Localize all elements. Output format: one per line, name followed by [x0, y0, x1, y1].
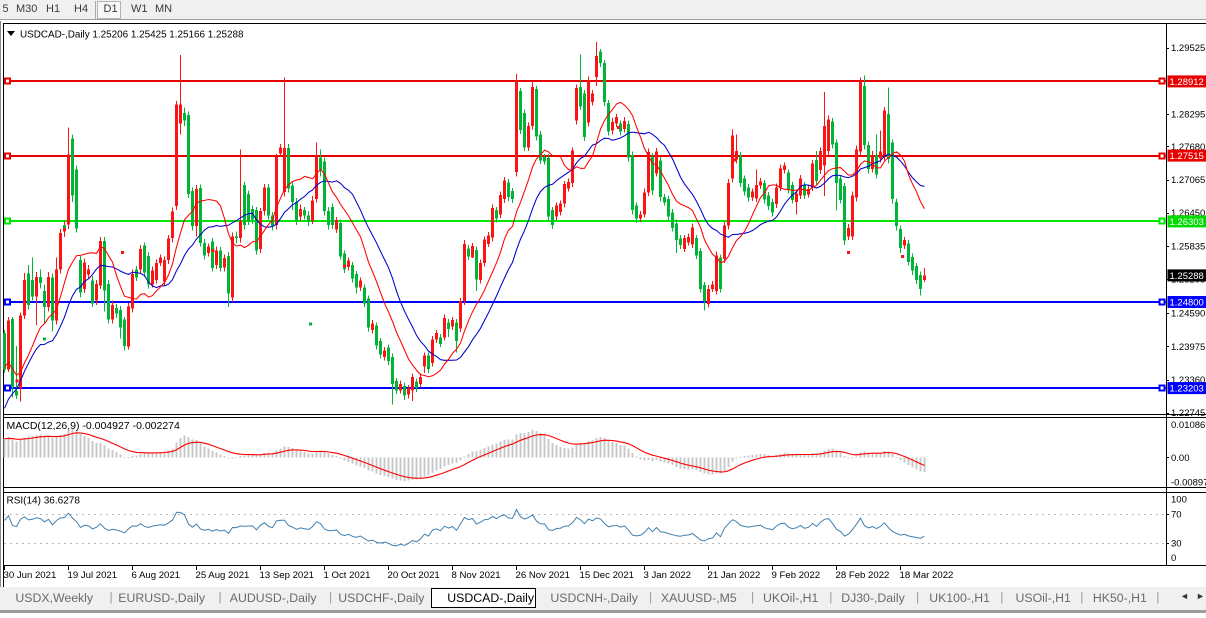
svg-text:20 Oct 2021: 20 Oct 2021	[388, 570, 440, 581]
svg-text:1.27515: 1.27515	[1170, 151, 1204, 162]
svg-text:0.010869: 0.010869	[1171, 420, 1206, 431]
svg-text:RSI(14) 36.6278: RSI(14) 36.6278	[7, 496, 81, 507]
svg-text:100: 100	[1171, 494, 1187, 505]
svg-text:1.24590: 1.24590	[1171, 309, 1205, 320]
svg-text:0.00: 0.00	[1171, 453, 1190, 464]
svg-text:1.25288: 1.25288	[1170, 271, 1204, 282]
svg-text:30 Jun 2021: 30 Jun 2021	[4, 570, 57, 581]
svg-text:-0.00897: -0.00897	[1171, 478, 1206, 489]
svg-text:13 Sep 2021: 13 Sep 2021	[260, 570, 314, 581]
svg-text:1 Oct 2021: 1 Oct 2021	[324, 570, 371, 581]
svg-text:6 Aug 2021: 6 Aug 2021	[132, 570, 181, 581]
svg-text:19 Jul 2021: 19 Jul 2021	[68, 570, 118, 581]
svg-text:1.24800: 1.24800	[1170, 298, 1204, 309]
svg-text:25 Aug 2021: 25 Aug 2021	[196, 570, 250, 581]
svg-text:15 Dec 2021: 15 Dec 2021	[580, 570, 634, 581]
svg-text:1.23203: 1.23203	[1170, 384, 1204, 395]
svg-text:9 Feb 2022: 9 Feb 2022	[772, 570, 821, 581]
svg-text:MACD(12,26,9) -0.004927 -0.002: MACD(12,26,9) -0.004927 -0.002274	[7, 420, 181, 432]
svg-text:0: 0	[1171, 553, 1176, 564]
svg-text:1.29525: 1.29525	[1171, 43, 1205, 54]
svg-text:8 Nov 2021: 8 Nov 2021	[452, 570, 501, 581]
svg-text:1.28912: 1.28912	[1170, 77, 1204, 88]
svg-text:70: 70	[1171, 510, 1182, 521]
svg-text:USDCAD-,Daily 1.25206 1.25425: USDCAD-,Daily 1.25206 1.25425 1.25166 1.…	[20, 30, 244, 41]
svg-text:21 Jan 2022: 21 Jan 2022	[708, 570, 761, 581]
svg-text:3 Jan 2022: 3 Jan 2022	[644, 570, 691, 581]
svg-text:1.27065: 1.27065	[1171, 175, 1205, 186]
svg-text:1.25835: 1.25835	[1171, 241, 1205, 252]
svg-text:30: 30	[1171, 538, 1182, 549]
svg-text:1.22745: 1.22745	[1171, 408, 1205, 419]
svg-text:28 Feb 2022: 28 Feb 2022	[836, 570, 890, 581]
svg-text:1.26303: 1.26303	[1170, 217, 1204, 228]
svg-text:18 Mar 2022: 18 Mar 2022	[900, 570, 954, 581]
svg-text:1.28295: 1.28295	[1171, 109, 1205, 120]
svg-text:1.23975: 1.23975	[1171, 342, 1205, 353]
svg-text:26 Nov 2021: 26 Nov 2021	[516, 570, 570, 581]
